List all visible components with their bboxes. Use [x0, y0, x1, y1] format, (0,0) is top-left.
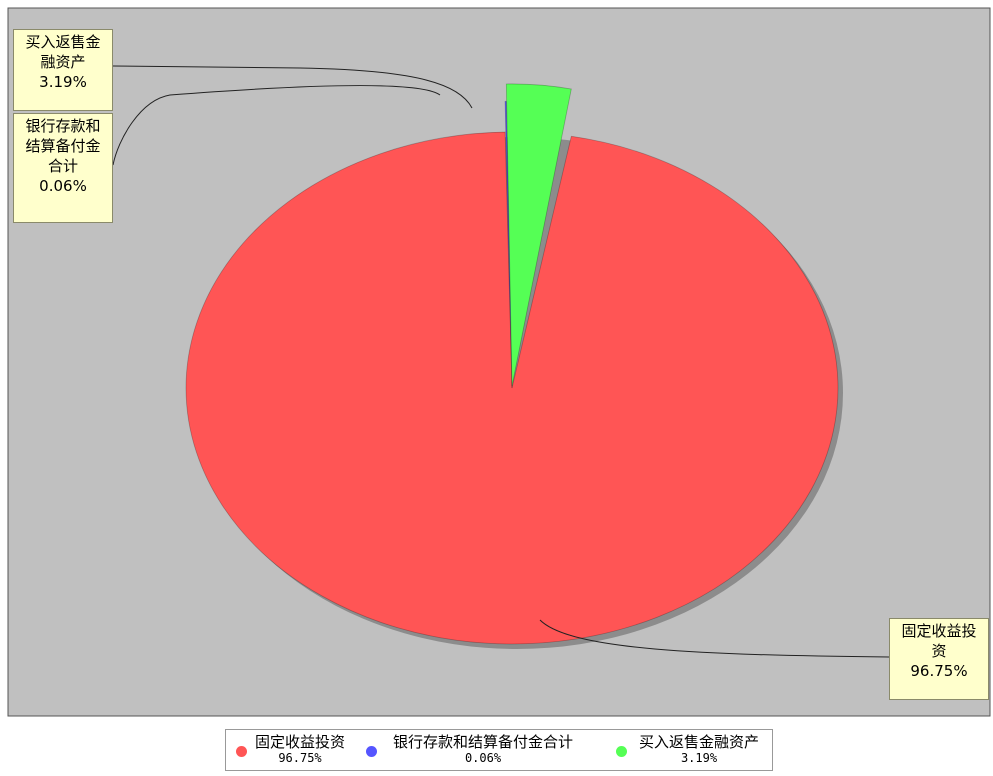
leader-line-fixed-income — [539, 619, 890, 658]
legend-value: 3.19% — [680, 751, 718, 765]
legend-value: 0.06% — [464, 751, 502, 765]
legend-label: 固定收益投资 — [254, 733, 345, 751]
legend-marker — [366, 746, 377, 757]
legend-item-fixed-income: 固定收益投资 96.75% — [236, 733, 360, 765]
leader-line-bank-deposits — [112, 85, 441, 166]
slice-reverse-repo[interactable] — [505, 83, 572, 387]
slice-label-fixed-income: 固定收益投资 96.75% — [889, 618, 989, 700]
legend-marker — [616, 746, 627, 757]
legend-label: 买入返售金融资产 — [638, 733, 759, 751]
legend-label: 银行存款和结算备付金合计 — [392, 733, 573, 751]
chart-legend: 固定收益投资 96.75% 银行存款和结算备付金合计 0.06% 买入返售金融资… — [225, 729, 773, 771]
slice-label-reverse-repo: 买入返售金 融资产 3.19% — [13, 29, 113, 111]
slice-fixed-income[interactable] — [185, 131, 839, 645]
legend-value: 96.75% — [278, 751, 322, 765]
slice-label-bank-deposits: 银行存款和 结算备付金 合计 0.06% — [13, 113, 113, 223]
legend-item-reverse-repo: 买入返售金融资产 3.19% — [616, 733, 774, 765]
leader-line-reverse-repo — [112, 65, 473, 109]
legend-item-bank-deposits: 银行存款和结算备付金合计 0.06% — [366, 733, 588, 765]
legend-marker — [236, 746, 247, 757]
pie-slices — [185, 83, 839, 645]
leader-lines — [112, 65, 890, 658]
slice-bank-deposits[interactable] — [504, 100, 513, 389]
